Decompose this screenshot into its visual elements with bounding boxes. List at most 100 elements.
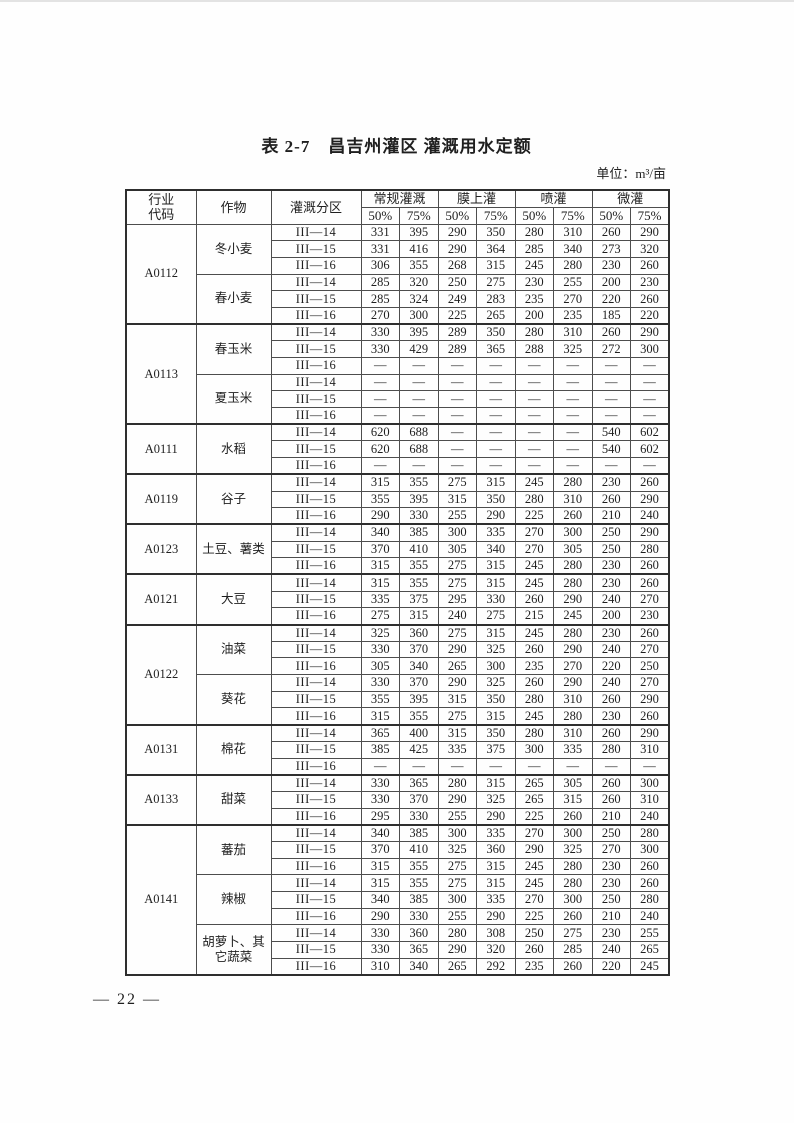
value-cell: 260 — [591, 773, 632, 792]
table-row: III—16— — — — — — — — — [126, 757, 670, 776]
table-row: A0133 甜菜 III—14 330 365 280 315 265 305 260 300 — [125, 773, 670, 826]
value-cell: 416 — [399, 240, 439, 258]
zone-cell: III—16 — [270, 306, 362, 325]
value-cell: 215 — [514, 607, 555, 625]
value-cell: 315 — [437, 723, 478, 742]
value-cell: 385 — [399, 523, 439, 542]
value-cell: — — [514, 373, 555, 392]
value-cell: 250 — [591, 523, 632, 542]
value-cell: 300 — [553, 891, 593, 909]
value-cell: 335 — [476, 523, 516, 542]
zone-cell: III—15 — [270, 690, 362, 709]
value-cell: 260 — [630, 256, 670, 275]
header-percent: 75% — [476, 206, 516, 225]
page-number: — 22 — — [93, 990, 161, 1008]
value-cell: 308 — [476, 924, 516, 943]
value-cell: — — [591, 357, 632, 375]
value-cell: — — [399, 390, 439, 409]
value-cell: — — [591, 757, 632, 776]
value-cell: 268 — [437, 256, 478, 275]
value-cell: 290 — [630, 490, 670, 509]
value-cell: 330 — [360, 640, 400, 659]
value-cell: — — [399, 457, 439, 475]
table-row: III—15 385 425 335 375 300 335 280 310 — [126, 740, 670, 759]
crop-cell: 辣椒 — [195, 874, 272, 926]
value-cell: 340 — [399, 657, 439, 676]
value-cell: 275 — [437, 573, 478, 592]
value-cell: 245 — [514, 623, 555, 642]
value-cell: 290 — [476, 907, 516, 926]
industry-code-cell: A0133 — [125, 773, 197, 826]
value-cell: 370 — [399, 674, 439, 692]
value-cell: 230 — [591, 857, 632, 876]
value-cell: 335 — [553, 740, 593, 759]
value-cell: 245 — [514, 557, 555, 575]
table-row: A0141 蕃茄 III—14 340 385 300 335 270 300 250 280 — [125, 823, 670, 976]
value-cell: 410 — [399, 540, 439, 559]
value-cell: — — [360, 757, 400, 776]
table-row: III—16 306 355 268 315 245 280 230 260 — [126, 256, 670, 275]
value-cell: 355 — [360, 490, 400, 509]
value-cell: 300 — [437, 891, 478, 909]
value-cell: — — [630, 357, 670, 375]
value-cell: 315 — [476, 857, 516, 876]
value-cell: 330 — [360, 790, 400, 809]
value-cell: 283 — [476, 290, 516, 308]
value-cell: 265 — [476, 306, 516, 325]
crop-cell: 冬小麦 — [195, 223, 272, 275]
value-cell: 540 — [591, 423, 632, 442]
value-cell: 360 — [399, 924, 439, 943]
table-title: 表 2-7 昌吉州灌区 灌溉用水定额 — [261, 137, 532, 156]
value-cell: — — [437, 357, 478, 375]
value-cell: — — [630, 390, 670, 409]
value-cell: 330 — [360, 773, 400, 792]
value-cell: 230 — [630, 607, 670, 625]
header-row-percents: 50% 75% 50% 75% 50% 75% 50% 75% — [126, 206, 670, 225]
value-cell: 335 — [360, 590, 400, 609]
value-cell: 285 — [360, 273, 400, 292]
zone-cell: III—15 — [270, 640, 362, 659]
value-cell: — — [514, 457, 555, 475]
value-cell: 270 — [514, 523, 555, 542]
value-cell: — — [476, 407, 516, 425]
value-cell: 260 — [553, 807, 593, 826]
value-cell: 270 — [553, 657, 593, 676]
zone-cell: III—15 — [270, 240, 362, 258]
header-crop: 作物 — [195, 189, 272, 225]
value-cell: 300 — [437, 523, 478, 542]
value-cell: 355 — [399, 473, 439, 492]
value-cell: 230 — [591, 874, 632, 892]
value-cell: — — [553, 357, 593, 375]
value-cell: 273 — [591, 240, 632, 258]
value-cell: 395 — [399, 323, 439, 342]
zone-cell: III—14 — [270, 523, 362, 542]
value-cell: 315 — [476, 874, 516, 892]
crop-cell: 胡萝卜、其它蔬菜 — [195, 924, 272, 976]
crop-cell: 油菜 — [195, 623, 272, 676]
value-cell: 245 — [514, 707, 555, 726]
value-cell: 260 — [630, 290, 670, 308]
value-cell: 320 — [630, 240, 670, 258]
value-cell: 240 — [591, 640, 632, 659]
crop-cell: 葵花 — [195, 674, 272, 726]
value-cell: 305 — [437, 540, 478, 559]
value-cell: 330 — [476, 590, 516, 609]
value-cell: 385 — [360, 740, 400, 759]
crop-cell: 谷子 — [195, 473, 272, 525]
zone-cell: III—16 — [270, 907, 362, 926]
table-row: III—15 331 416 290 364 285 340 273 320 — [126, 240, 670, 258]
zone-cell: III—14 — [270, 323, 362, 342]
value-cell: — — [514, 357, 555, 375]
value-cell: 280 — [553, 256, 593, 275]
value-cell: 395 — [399, 490, 439, 509]
value-cell: — — [399, 373, 439, 392]
value-cell: 300 — [437, 823, 478, 842]
value-cell: — — [553, 407, 593, 425]
value-cell: 235 — [514, 657, 555, 676]
value-cell: 340 — [360, 523, 400, 542]
value-cell: — — [630, 457, 670, 475]
value-cell: 249 — [437, 290, 478, 308]
crop-cell: 春玉米 — [195, 323, 272, 375]
value-cell: 330 — [360, 340, 400, 358]
header-percent: 75% — [553, 206, 593, 225]
